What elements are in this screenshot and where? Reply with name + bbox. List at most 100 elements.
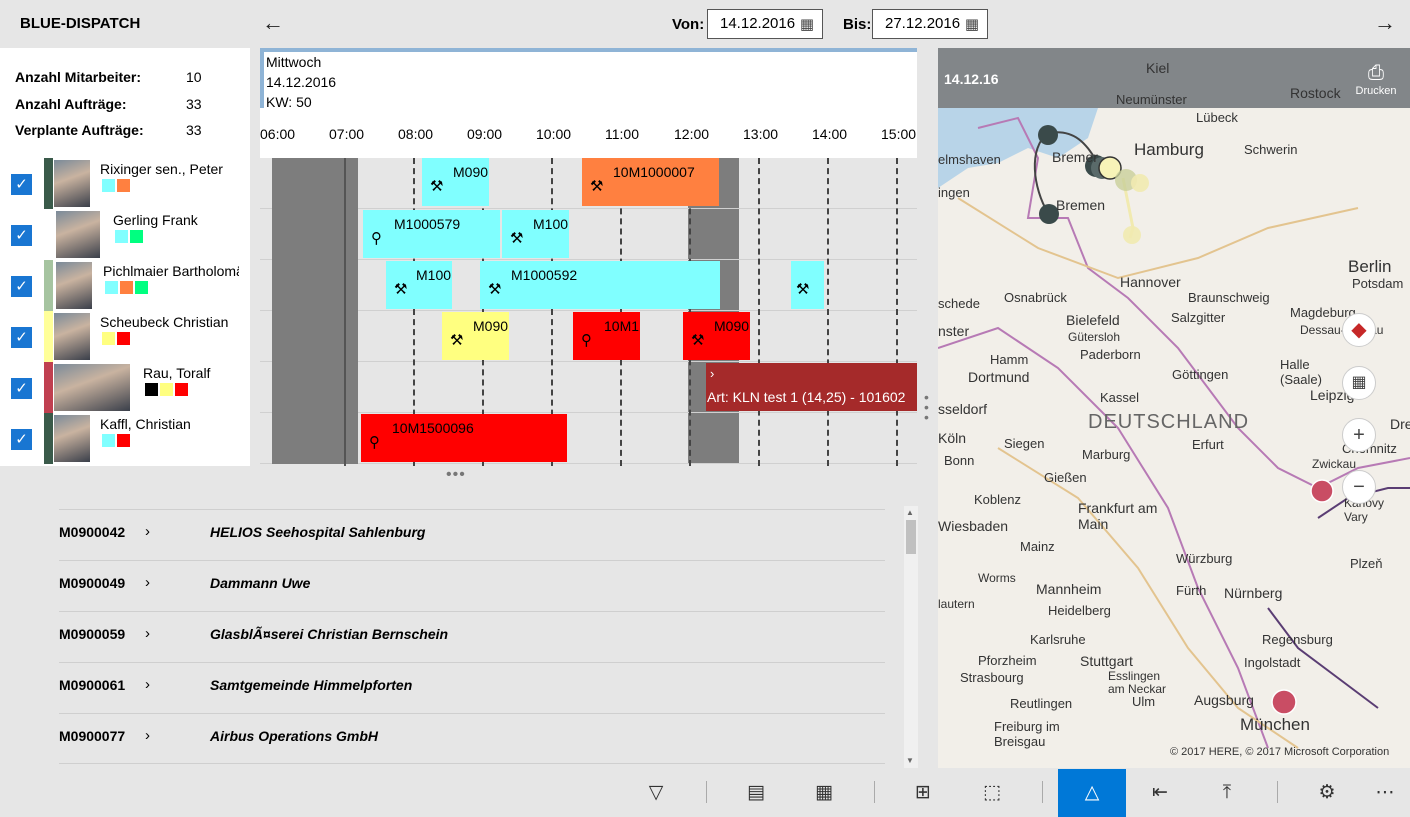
avatar xyxy=(56,262,92,309)
vertical-splitter-handle[interactable]: • • • xyxy=(924,389,930,425)
order-customer: Samtgemeinde Himmelpforten xyxy=(210,677,413,693)
gantt-row xyxy=(260,260,917,311)
chevron-right-icon[interactable]: › xyxy=(145,676,150,693)
list-item[interactable]: M0900049 › Dammann Uwe xyxy=(59,560,885,611)
hour-label: 10:00 xyxy=(536,126,572,142)
employee-checkbox[interactable]: ✓ xyxy=(11,276,32,297)
map-header-bar xyxy=(938,48,1410,108)
employee-row[interactable]: ✓ Rau, Toralf xyxy=(0,362,250,413)
forward-arrow-icon[interactable]: → xyxy=(1374,10,1396,35)
job-block[interactable]: ⚒ 10M1000007 xyxy=(582,158,719,206)
to-label: Bis: xyxy=(843,16,872,33)
employee-checkbox[interactable]: ✓ xyxy=(11,174,32,195)
employee-checkbox[interactable]: ✓ xyxy=(11,429,32,450)
chevron-right-icon[interactable]: › xyxy=(145,574,150,591)
map-view[interactable]: 14.12.16 ⎙ Drucken Kiel Rostock Neumünst… xyxy=(938,48,1410,768)
gantt-row xyxy=(260,158,917,209)
employee-row[interactable]: ✓ Kaffl, Christian xyxy=(0,413,250,464)
filter-icon[interactable]: ▽ xyxy=(648,782,664,803)
hour-label: 06:00 xyxy=(260,126,296,142)
to-date-field[interactable]: 27.12.2016 ▦ xyxy=(872,9,988,39)
list-item[interactable]: M0900061 › Samtgemeinde Himmelpforten xyxy=(59,662,885,713)
job-block[interactable]: ⚲ 10M1 xyxy=(573,312,640,360)
calendar-month-icon[interactable]: ▦ xyxy=(815,782,833,803)
tool-icon: ⚲ xyxy=(369,434,380,451)
hammer-icon: ⚒ xyxy=(488,281,502,298)
skill-swatch xyxy=(102,434,115,447)
employee-checkbox[interactable]: ✓ xyxy=(11,225,32,246)
printer-icon: ⎙ xyxy=(1368,62,1384,84)
job-block[interactable]: ⚒ xyxy=(791,261,824,309)
employee-color-strip xyxy=(44,362,53,413)
calendar-icon[interactable]: ▦ xyxy=(964,16,979,33)
map-label: Esslingen am Neckar xyxy=(1108,669,1167,696)
horizontal-splitter-handle[interactable]: ••• xyxy=(446,466,466,483)
select-icon[interactable]: ⬚ xyxy=(983,782,1001,803)
employee-color-strip xyxy=(44,158,53,209)
off-hours-block xyxy=(688,413,739,463)
map-label: Bremen xyxy=(1056,197,1106,213)
day-date: 14.12.2016 xyxy=(266,74,337,90)
job-block[interactable]: ⚲ M1000579 xyxy=(363,210,500,258)
employee-checkbox[interactable]: ✓ xyxy=(11,378,32,399)
employee-row[interactable]: ✓ Gerling Frank xyxy=(0,209,250,260)
tool-icon: ⚲ xyxy=(371,230,382,247)
job-block[interactable]: ⚒ M100 xyxy=(502,210,569,258)
employee-row[interactable]: ✓ Pichlmaier Bartholomäus xyxy=(0,260,250,311)
map-label: Koblenz xyxy=(974,492,1021,507)
skill-swatch xyxy=(117,332,130,345)
map-label: Dortmund xyxy=(968,369,1030,385)
hammer-icon: ⚒ xyxy=(796,281,810,298)
job-block[interactable]: ⚒ M090 xyxy=(442,312,509,360)
avatar xyxy=(54,313,90,360)
upload-icon[interactable]: ⤒ xyxy=(1222,782,1232,803)
employee-name: Rau, Toralf xyxy=(143,365,211,381)
hour-label: 07:00 xyxy=(329,126,365,142)
job-block[interactable]: ⚒ M090 xyxy=(422,158,489,206)
print-button[interactable]: ⎙ Drucken xyxy=(1354,62,1398,97)
job-tooltip-block[interactable]: › Art: KLN test 1 (14,25) - 101602 xyxy=(706,363,917,411)
order-list-scrollbar[interactable]: ▲ ▼ xyxy=(904,506,918,768)
grid-icon[interactable]: ⊞ xyxy=(915,782,931,803)
employee-row[interactable]: ✓ Scheubeck Christian xyxy=(0,311,250,362)
map-label: Neumünster xyxy=(1116,92,1187,107)
job-block[interactable]: ⚒ M090 xyxy=(683,312,750,360)
toolbar-divider xyxy=(1277,781,1278,803)
map-label: Karlsruhe xyxy=(1030,632,1086,647)
from-date-field[interactable]: 14.12.2016 ▦ xyxy=(707,9,823,39)
map-label: Ulm xyxy=(1132,694,1156,709)
employee-color-strip xyxy=(44,209,53,260)
zoom-out-icon[interactable]: − xyxy=(1342,470,1376,504)
stat-value: 33 xyxy=(186,122,202,138)
gear-icon[interactable]: ⚙ xyxy=(1318,782,1336,803)
calendar-icon[interactable]: ▦ xyxy=(799,16,814,33)
job-block[interactable]: ⚒ M1000592 xyxy=(480,261,720,309)
list-item[interactable]: M0900077 › Airbus Operations GmbH xyxy=(59,713,885,764)
list-item[interactable]: M0900059 › GlasblÃ¤serei Christian Berns… xyxy=(59,611,885,662)
order-id: M0900061 xyxy=(59,677,126,693)
chevron-right-icon[interactable]: › xyxy=(145,727,150,744)
scrollbar-thumb[interactable] xyxy=(906,520,916,554)
list-item[interactable]: M0900042 › HELIOS Seehospital Sahlenburg xyxy=(59,509,885,560)
scroll-up-icon[interactable]: ▲ xyxy=(906,508,914,517)
back-arrow-icon[interactable]: ← xyxy=(262,10,284,35)
map-label: Bonn xyxy=(944,453,975,468)
collapse-icon[interactable]: ⇤ xyxy=(1152,782,1168,803)
calendar-week-icon[interactable]: ▤ xyxy=(747,782,765,803)
job-block[interactable]: ⚒ M100 xyxy=(386,261,452,309)
employee-row[interactable]: ✓ Rixinger sen., Peter xyxy=(0,158,250,209)
zoom-in-icon[interactable]: + xyxy=(1342,418,1376,452)
order-id: M0900049 xyxy=(59,575,126,591)
map-style-icon[interactable]: ▦ xyxy=(1342,366,1376,400)
job-block[interactable]: ⚲ 10M1500096 xyxy=(361,414,567,462)
scroll-down-icon[interactable]: ▼ xyxy=(906,756,914,765)
chevron-right-icon[interactable]: › xyxy=(145,523,150,540)
day-name: Mittwoch xyxy=(266,54,322,70)
map-label: Salzgitter xyxy=(1171,310,1226,325)
compass-icon[interactable]: ◆ xyxy=(1342,313,1376,347)
chevron-right-icon[interactable]: › xyxy=(145,625,150,642)
more-icon[interactable]: ⋯ xyxy=(1375,782,1395,803)
map-label: Mannheim xyxy=(1036,581,1102,597)
route-icon[interactable]: △ xyxy=(1058,769,1126,817)
employee-checkbox[interactable]: ✓ xyxy=(11,327,32,348)
